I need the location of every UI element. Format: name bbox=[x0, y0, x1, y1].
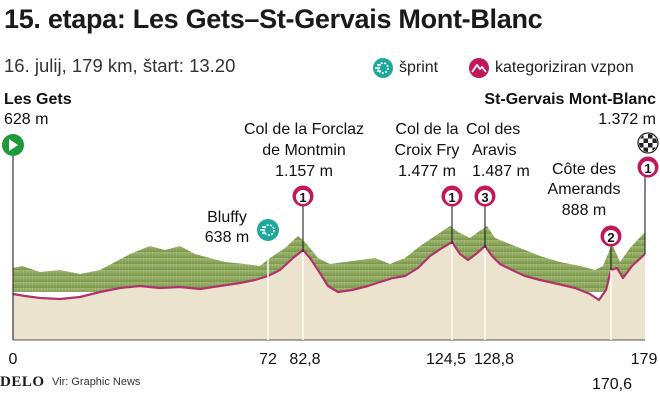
sprint-icon bbox=[373, 58, 393, 78]
amerands-category-badge: 2 bbox=[600, 225, 622, 247]
finish-flag-icon bbox=[637, 132, 659, 154]
aravis-category-badge: 3 bbox=[474, 185, 496, 207]
croix-fry-line1: Col de la bbox=[395, 121, 459, 138]
aravis-line1: Col des bbox=[466, 121, 521, 138]
km-start: 0 bbox=[8, 351, 18, 368]
svg-text:3: 3 bbox=[481, 190, 488, 205]
svg-text:2: 2 bbox=[607, 230, 614, 245]
legend-climb-label: kategoriziran vzpon bbox=[495, 59, 634, 76]
croix-fry-elevation: 1.477 m bbox=[398, 163, 456, 180]
legend-climb: kategoriziran vzpon bbox=[468, 57, 634, 79]
route-line bbox=[12, 240, 646, 302]
legend-sprint-label: šprint bbox=[399, 59, 439, 76]
km-bluffy: 72 bbox=[259, 351, 277, 368]
bluffy-name: Bluffy bbox=[207, 209, 247, 226]
legend-sprint: šprint bbox=[372, 57, 438, 79]
forclaz-elevation: 1.157 m bbox=[275, 163, 333, 180]
finish-name: St-Gervais Mont-Blanc bbox=[484, 91, 656, 108]
finish-category-badge: 1 bbox=[637, 156, 659, 178]
svg-text:1: 1 bbox=[299, 190, 306, 205]
km-finish: 179 bbox=[630, 351, 658, 368]
amerands-line2: Amerands bbox=[547, 181, 621, 198]
croix-fry-line2: Croix Fry bbox=[394, 142, 460, 159]
bluffy-sprint-icon bbox=[257, 219, 279, 241]
finish-elevation: 1.372 m bbox=[598, 111, 656, 128]
start-elevation: 628 m bbox=[4, 111, 49, 128]
stage-subtitle: 16. julij, 179 km, štart: 13.20 bbox=[4, 55, 236, 76]
km-forclaz: 82,8 bbox=[289, 351, 321, 368]
forclaz-line2: de Montmin bbox=[262, 142, 346, 159]
svg-text:1: 1 bbox=[644, 161, 651, 176]
delo-logo: DELO bbox=[0, 374, 45, 390]
aravis-line2: Aravis bbox=[472, 142, 517, 159]
profile-area bbox=[13, 242, 645, 340]
km-croix-fry: 124,5 bbox=[425, 351, 467, 368]
aravis-elevation: 1.487 m bbox=[472, 163, 530, 180]
km-aravis: 128,8 bbox=[473, 351, 515, 368]
bluffy-elevation: 638 m bbox=[204, 229, 250, 246]
climb-icon bbox=[469, 58, 489, 78]
start-name: Les Gets bbox=[4, 91, 72, 108]
start-icon bbox=[2, 134, 24, 156]
km-amerands: 170,6 bbox=[591, 376, 633, 393]
amerands-line1: Côte des bbox=[551, 161, 617, 178]
forclaz-line1: Col de la Forclaz bbox=[243, 121, 365, 138]
page-title: 15. etapa: Les Gets–St-Gervais Mont-Blan… bbox=[4, 4, 543, 34]
source-note: Vir: Graphic News bbox=[52, 376, 141, 388]
forclaz-category-badge: 1 bbox=[292, 185, 314, 207]
amerands-elevation: 888 m bbox=[561, 202, 607, 219]
croix-fry-category-badge: 1 bbox=[441, 185, 463, 207]
svg-text:1: 1 bbox=[448, 190, 455, 205]
